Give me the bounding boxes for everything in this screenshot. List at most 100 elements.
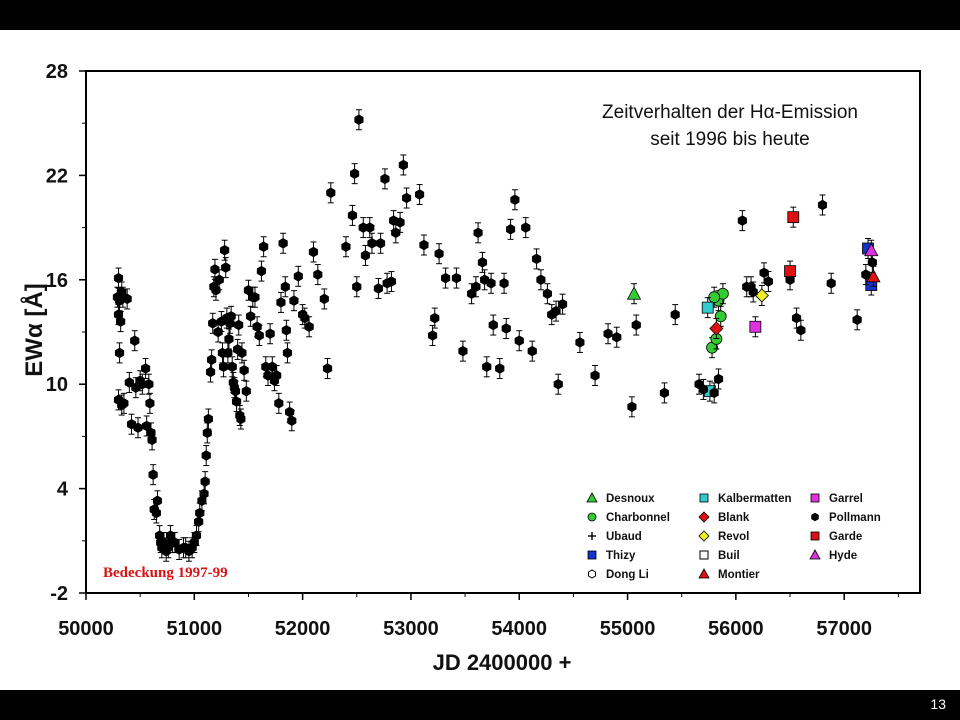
- data-point-pollmann: [521, 217, 531, 239]
- data-point-pollmann: [237, 342, 247, 364]
- marker: [380, 173, 390, 185]
- data-point-blank: [709, 318, 724, 340]
- legend-item-hyde: Hyde: [809, 549, 857, 562]
- axis-layer: 50000 51000 52000 53000 54000 55000 56000 57000…: [46, 61, 921, 640]
- data-point-pollmann: [365, 217, 375, 239]
- data-point-pollmann: [791, 307, 802, 329]
- data-point-pollmann: [536, 269, 546, 291]
- data-point-pollmann: [130, 330, 140, 352]
- marker: [398, 159, 408, 171]
- marker: [341, 241, 351, 252]
- marker: [536, 274, 546, 286]
- series-garrel: [749, 316, 762, 338]
- marker: [276, 297, 286, 308]
- marker: [670, 309, 680, 320]
- marker: [207, 354, 217, 366]
- marker: [441, 272, 451, 284]
- marker: [748, 286, 758, 298]
- data-point-pollmann: [256, 260, 267, 282]
- marker: [241, 385, 251, 397]
- legend-label: Garde: [829, 531, 862, 543]
- data-point-pollmann: [250, 286, 260, 308]
- marker: [527, 345, 537, 357]
- data-point-pollmann: [434, 243, 444, 265]
- marker: [113, 272, 124, 284]
- marker: [227, 361, 237, 373]
- data-point-montier: [866, 265, 881, 287]
- legend-label: Thizy: [606, 550, 636, 562]
- marker: [308, 246, 319, 258]
- series-revol: [754, 284, 769, 306]
- marker: [113, 309, 124, 320]
- legend-item-revol: Revol: [698, 530, 749, 543]
- marker: [482, 361, 492, 373]
- data-point-pollmann: [395, 211, 405, 233]
- marker: [201, 450, 211, 461]
- marker: [791, 312, 802, 324]
- series-desnoux: [626, 283, 642, 305]
- data-point-pollmann: [415, 184, 425, 206]
- marker: [796, 325, 806, 336]
- marker: [434, 248, 444, 259]
- data-point-pollmann: [467, 283, 477, 305]
- marker: [319, 293, 329, 305]
- marker: [698, 384, 708, 395]
- legend-label: Desnoux: [606, 493, 655, 505]
- y-tick-label: 4: [57, 479, 69, 501]
- data-point-pollmann: [386, 271, 397, 293]
- data-point-pollmann: [207, 349, 217, 371]
- series-blank: [709, 318, 724, 340]
- data-point-pollmann: [227, 356, 237, 378]
- marker: [714, 310, 727, 323]
- marker: [659, 387, 669, 399]
- marker: [214, 274, 224, 286]
- data-point-pollmann: [486, 272, 496, 294]
- x-tick-label: 51000: [166, 618, 222, 640]
- data-point-pollmann: [113, 267, 124, 289]
- legend-item-blank: Blank: [698, 511, 750, 524]
- series-charbonnel: [706, 283, 729, 359]
- legend-marker: [699, 493, 709, 503]
- marker: [386, 276, 397, 287]
- legend-marker: [698, 530, 710, 542]
- marker: [133, 422, 143, 433]
- data-point-pollmann: [473, 222, 483, 244]
- marker: [130, 335, 140, 346]
- x-tick-label: 56000: [708, 618, 764, 640]
- data-point-pollmann: [506, 218, 516, 240]
- legend-marker: [809, 549, 821, 560]
- data-point-pollmann: [145, 392, 155, 414]
- data-point-pollmann: [659, 382, 669, 404]
- legend-marker: [699, 550, 709, 560]
- data-point-pollmann: [352, 276, 362, 298]
- legend-marker: [811, 512, 819, 522]
- data-point-garrel: [749, 316, 762, 338]
- marker: [300, 312, 310, 324]
- marker: [501, 323, 511, 334]
- x-tick-label: 55000: [600, 618, 656, 640]
- marker: [210, 264, 220, 275]
- marker: [122, 293, 132, 305]
- marker: [612, 331, 622, 343]
- data-point-garde: [787, 206, 800, 228]
- data-point-pollmann: [402, 187, 412, 209]
- marker: [542, 288, 552, 299]
- marker: [477, 257, 488, 268]
- marker: [784, 265, 796, 278]
- legend-item-garrel: Garrel: [810, 493, 863, 505]
- legend-item-ubaud: Ubaud: [588, 531, 642, 543]
- data-point-pollmann: [236, 408, 246, 430]
- marker: [145, 398, 155, 409]
- marker: [250, 291, 260, 303]
- plot-layer: [112, 109, 881, 562]
- data-point-pollmann: [347, 204, 358, 226]
- marker: [514, 335, 524, 346]
- data-point-pollmann: [213, 321, 223, 343]
- marker: [521, 222, 531, 233]
- data-point-pollmann: [631, 314, 641, 336]
- data-point-pollmann: [817, 194, 828, 216]
- marker: [360, 250, 371, 261]
- marker: [852, 314, 862, 326]
- data-point-desnoux: [626, 283, 642, 305]
